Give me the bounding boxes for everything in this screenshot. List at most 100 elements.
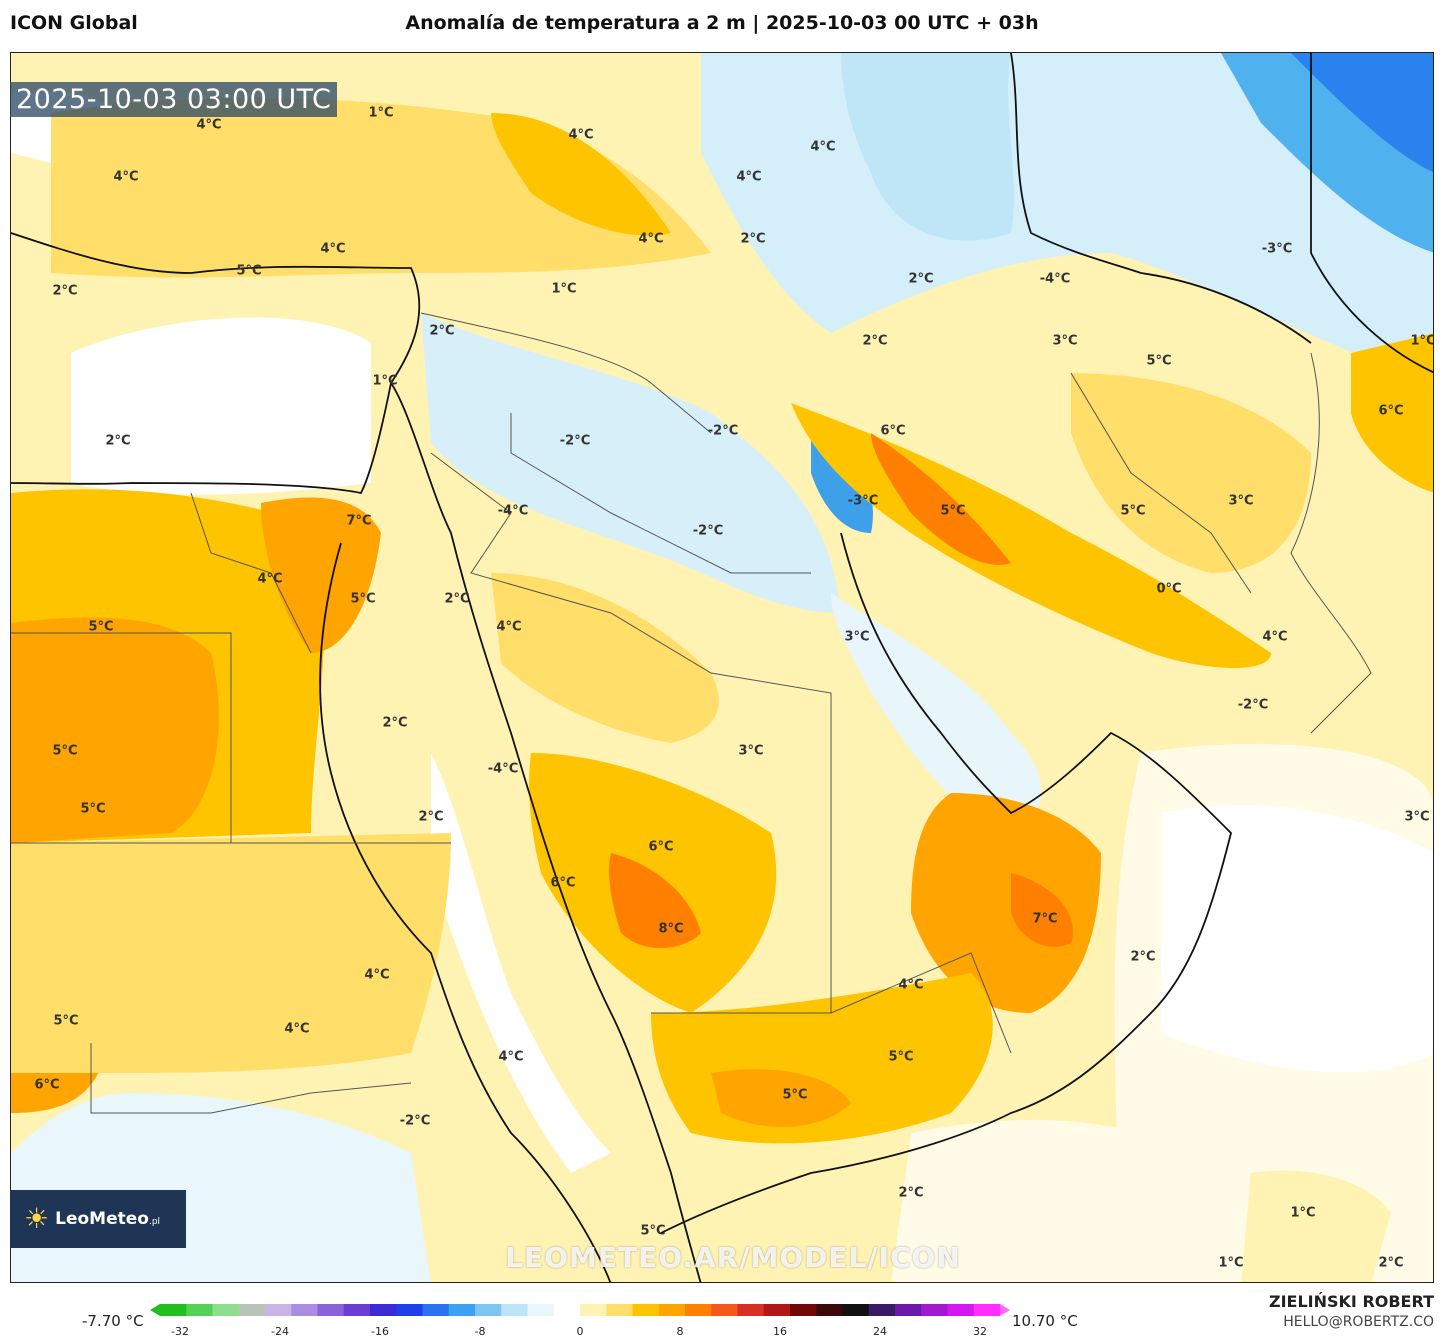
contour-label: 1°C xyxy=(1290,1205,1316,1221)
contour-label: 6°C xyxy=(1378,403,1404,419)
sun-icon: ☀ xyxy=(24,1202,50,1235)
colorbar-cell xyxy=(501,1304,528,1316)
contour-label: 5°C xyxy=(53,1013,79,1029)
colorbar-cell xyxy=(448,1304,476,1316)
contour-label: 2°C xyxy=(740,231,766,247)
colorbar xyxy=(150,1304,1010,1316)
contour-label: 5°C xyxy=(1120,503,1146,519)
contour-label: 3°C xyxy=(1052,333,1078,349)
contour-label: 1°C xyxy=(551,281,577,297)
colorbar-cell xyxy=(606,1304,633,1316)
contour-label: 3°C xyxy=(1404,809,1430,825)
contour-label: 6°C xyxy=(648,839,674,855)
contour-label: 3°C xyxy=(844,629,870,645)
contour-label: -2°C xyxy=(559,433,591,449)
colorbar-arrow-left xyxy=(150,1304,160,1316)
contour-label: 1°C xyxy=(1218,1255,1244,1271)
contour-label: 4°C xyxy=(568,127,594,143)
contour-label: 2°C xyxy=(429,323,455,339)
contour-label: 5°C xyxy=(52,743,78,759)
anomaly-field xyxy=(11,53,1433,1282)
contour-label: 8°C xyxy=(658,921,684,937)
contour-label: 2°C xyxy=(1130,949,1156,965)
colorbar-cell xyxy=(816,1304,843,1316)
credit-email[interactable]: HELLO@ROBERTZ.CO xyxy=(1283,1314,1434,1330)
map-area[interactable]: 1°C 4°C 4°C 4°C 4°C 4°C 4°C 4°C 2°C -3°C 5°C 2°C -4°… xyxy=(10,52,1434,1283)
contour-label: 4°C xyxy=(1262,629,1288,645)
contour-label: 0°C xyxy=(1156,581,1182,597)
contour-label: 2°C xyxy=(105,433,131,449)
colorbar-cell xyxy=(763,1304,791,1316)
contour-label: 6°C xyxy=(880,423,906,439)
colorbar-cell xyxy=(370,1304,397,1316)
contour-label: 4°C xyxy=(364,967,390,983)
colorbar-cell xyxy=(475,1304,502,1316)
contour-label: 4°C xyxy=(638,231,664,247)
contour-label: 5°C xyxy=(640,1223,666,1239)
colorbar-cell xyxy=(737,1304,765,1316)
contour-label: 5°C xyxy=(888,1049,914,1065)
colorbar-tick-label: 8 xyxy=(676,1325,684,1338)
contour-label: 2°C xyxy=(908,271,934,287)
colorbar-cell xyxy=(921,1304,948,1316)
contour-label: -4°C xyxy=(497,503,529,519)
contour-label: 6°C xyxy=(34,1077,60,1093)
contour-label: 5°C xyxy=(236,263,262,279)
contour-label: 5°C xyxy=(88,619,114,635)
contour-label: -2°C xyxy=(692,523,724,539)
colorbar-cell xyxy=(291,1304,318,1316)
legend-min-label: -7.70 °C xyxy=(82,1312,144,1330)
colorbar-cell xyxy=(632,1304,660,1316)
contour-label: -2°C xyxy=(399,1113,431,1129)
contour-label: 3°C xyxy=(1228,493,1254,509)
contour-label: 4°C xyxy=(898,977,924,993)
colorbar-cell xyxy=(186,1304,213,1316)
contour-label: 2°C xyxy=(1378,1255,1404,1271)
contour-label: 4°C xyxy=(498,1049,524,1065)
colorbar-cell xyxy=(658,1304,686,1316)
contour-label: 7°C xyxy=(1032,911,1058,927)
colorbar-cell xyxy=(212,1304,240,1316)
contour-label: 4°C xyxy=(257,571,283,587)
colorbar-tick-label: -16 xyxy=(371,1325,389,1338)
colorbar-cell xyxy=(868,1304,896,1316)
timestamp-badge: 2025-10-03 03:00 UTC xyxy=(10,82,338,117)
contour-label: -4°C xyxy=(1039,271,1071,287)
contour-label: 4°C xyxy=(810,139,836,155)
contour-label: 5°C xyxy=(350,591,376,607)
contour-label: 5°C xyxy=(1146,353,1172,369)
colorbar-cell xyxy=(580,1304,607,1316)
colorbar-cell xyxy=(265,1304,292,1316)
colorbar-cell xyxy=(842,1304,870,1316)
model-name: ICON Global xyxy=(10,12,138,34)
contour-label: 5°C xyxy=(940,503,966,519)
contour-label: -3°C xyxy=(1261,241,1293,257)
contour-label: 2°C xyxy=(418,809,444,825)
contour-label: 3°C xyxy=(738,743,764,759)
colorbar-cell xyxy=(160,1304,187,1316)
contour-label: 4°C xyxy=(496,619,522,635)
colorbar-tick-label: -32 xyxy=(171,1325,189,1338)
colorbar-arrow-right xyxy=(1000,1304,1010,1316)
colorbar-cell xyxy=(790,1304,817,1316)
credit-name: ZIELIŃSKI ROBERT xyxy=(1268,1292,1434,1311)
colorbar-tick-label: 32 xyxy=(973,1325,987,1338)
colorbar-cell xyxy=(947,1304,975,1316)
colorbar-tick-label: -8 xyxy=(474,1325,486,1338)
colorbar-cell xyxy=(895,1304,922,1316)
colorbar-cell xyxy=(396,1304,423,1316)
legend-max-label: 10.70 °C xyxy=(1012,1312,1078,1330)
colorbar-cell xyxy=(685,1304,712,1316)
colorbar-cell xyxy=(343,1304,371,1316)
colorbar-tick-label: 24 xyxy=(873,1325,887,1338)
colorbar-tick-label: -24 xyxy=(271,1325,289,1338)
contour-label: 1°C xyxy=(372,373,398,389)
contour-label: 2°C xyxy=(444,591,470,607)
colorbar-cell xyxy=(317,1304,345,1316)
watermark: LEOMETEO.AR/MODEL/ICON xyxy=(505,1241,961,1274)
chart-title: Anomalía de temperatura a 2 m | 2025-10-… xyxy=(405,12,1039,34)
contour-label: 2°C xyxy=(898,1185,924,1201)
colorbar-cell xyxy=(422,1304,450,1316)
contour-label: 4°C xyxy=(196,117,222,133)
contour-label: 4°C xyxy=(284,1021,310,1037)
